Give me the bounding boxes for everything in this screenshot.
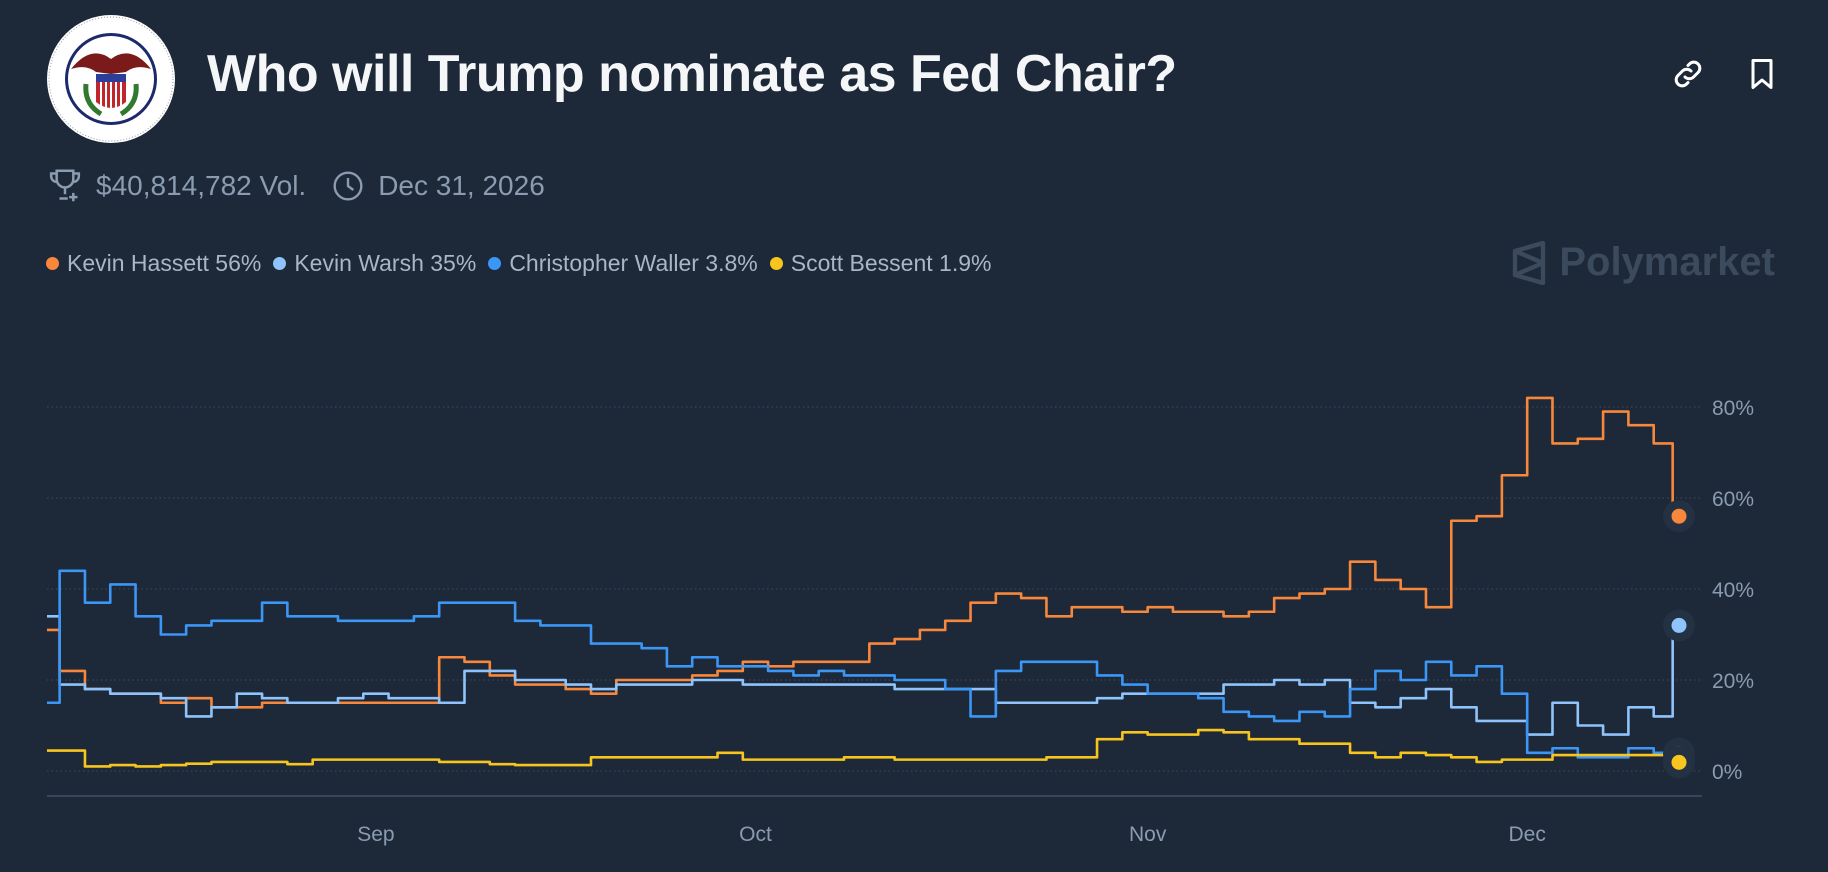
clock-icon — [333, 171, 363, 201]
y-tick-label: 20% — [1712, 670, 1754, 693]
y-tick-label: 40% — [1712, 579, 1754, 602]
legend-value: 56% — [215, 250, 262, 276]
series-line-kevin-warsh — [47, 615, 1679, 736]
x-tick-label: Oct — [739, 823, 772, 846]
legend-value: 3.8% — [705, 250, 758, 276]
y-tick-label: 0% — [1712, 761, 1742, 784]
legend-item-bessent: Scott Bessent 1.9% — [769, 250, 992, 277]
x-tick-label: Nov — [1129, 823, 1167, 846]
legend-dot — [46, 257, 59, 270]
legend-item-warsh: Kevin Warsh 35% — [273, 250, 476, 277]
trophy-icon — [49, 169, 81, 202]
endpoint-dot-scott-bessent — [1671, 754, 1687, 770]
series-line-christopher-waller — [47, 569, 1679, 759]
volume-text: $40,814,782 Vol. — [96, 170, 307, 201]
chart-legend: Kevin Hassett 56% Kevin Warsh 35% Christ… — [46, 250, 1003, 277]
brand-name: Polymarket — [1559, 240, 1775, 284]
series-line-scott-bessent — [47, 728, 1679, 768]
legend-name: Kevin Hassett — [67, 250, 209, 276]
bookmark-icon[interactable] — [1744, 56, 1780, 92]
legend-dot — [769, 257, 783, 270]
legend-name: Kevin Warsh — [294, 250, 424, 276]
federal-reserve-seal-logo — [47, 15, 175, 143]
page-title: Who will Trump nominate as Fed Chair? — [207, 45, 1177, 103]
endpoint-dot-kevin-hassett — [1671, 508, 1687, 524]
legend-item-hassett: Kevin Hassett 56% — [46, 250, 261, 277]
polymarket-watermark: Polymarket — [1511, 240, 1775, 285]
legend-dot — [273, 257, 287, 270]
x-tick-label: Dec — [1509, 823, 1546, 846]
legend-item-waller: Christopher Waller 3.8% — [488, 250, 758, 277]
endpoint-dot-kevin-warsh — [1671, 617, 1687, 633]
end-date-text: Dec 31, 2026 — [378, 170, 545, 201]
legend-value: 35% — [430, 250, 477, 276]
y-tick-label: 80% — [1712, 397, 1754, 420]
market-meta: $40,814,782 Vol. Dec 31, 2026 — [48, 168, 545, 204]
legend-name: Scott Bessent — [790, 250, 933, 276]
polymarket-logo-icon — [1513, 240, 1546, 285]
y-tick-label: 60% — [1712, 488, 1754, 511]
legend-name: Christopher Waller — [509, 250, 699, 276]
legend-dot — [488, 257, 502, 270]
x-tick-label: Sep — [357, 823, 394, 846]
link-icon[interactable] — [1670, 56, 1706, 92]
legend-value: 1.9% — [939, 250, 992, 276]
